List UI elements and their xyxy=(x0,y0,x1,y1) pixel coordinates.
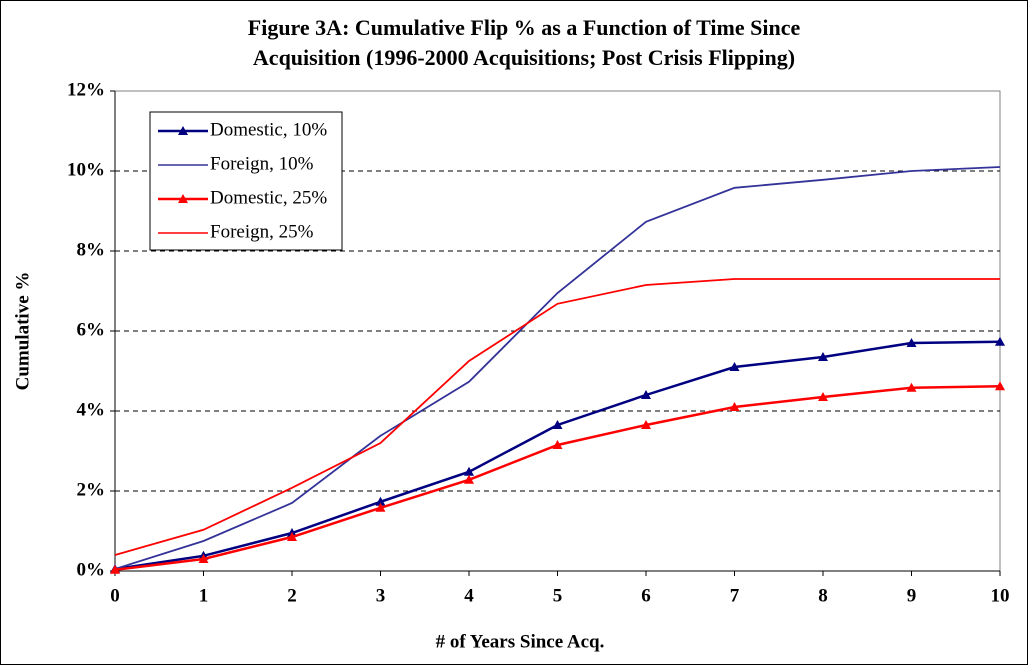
marker xyxy=(464,474,474,484)
marker xyxy=(729,362,740,371)
x-tick-label: 2 xyxy=(287,585,297,606)
x-tick-label: 8 xyxy=(818,585,828,606)
x-tick-label: 10 xyxy=(991,585,1010,606)
legend-marker xyxy=(178,194,188,203)
x-tick-label: 6 xyxy=(641,585,651,606)
marker xyxy=(818,392,828,401)
legend-label: Foreign, 10% xyxy=(210,153,314,174)
y-tick-label: 8% xyxy=(77,239,106,260)
marker xyxy=(906,338,917,347)
legend-label: Domestic, 25% xyxy=(210,187,327,208)
marker xyxy=(110,564,120,574)
marker xyxy=(552,420,563,429)
y-tick-label: 0% xyxy=(77,559,106,580)
y-tick-label: 4% xyxy=(77,399,106,420)
x-tick-label: 0 xyxy=(110,585,120,606)
chart-title: Figure 3A: Cumulative Flip % as a Functi… xyxy=(248,15,801,40)
y-tick-label: 2% xyxy=(77,479,106,500)
marker xyxy=(198,554,209,563)
marker xyxy=(464,466,474,476)
y-tick-label: 10% xyxy=(67,159,105,180)
marker xyxy=(995,336,1005,346)
series-line xyxy=(114,166,1001,570)
marker xyxy=(641,420,651,429)
x-tick-label: 1 xyxy=(199,585,209,606)
chart-title: Acquisition (1996-2000 Acquisitions; Pos… xyxy=(253,45,795,70)
series-line xyxy=(114,278,1000,556)
x-tick-label: 9 xyxy=(907,585,917,606)
x-tick-label: 5 xyxy=(553,585,563,606)
marker xyxy=(287,532,297,541)
marker xyxy=(906,382,917,392)
x-tick-label: 7 xyxy=(730,585,740,606)
y-tick-label: 12% xyxy=(67,79,105,100)
marker xyxy=(375,496,386,506)
marker xyxy=(375,502,386,512)
marker xyxy=(818,352,828,361)
legend-marker xyxy=(178,126,188,135)
y-tick-label: 6% xyxy=(77,319,106,340)
x-tick-label: 3 xyxy=(376,585,386,606)
legend-label: Foreign, 25% xyxy=(210,221,314,242)
marker xyxy=(641,390,651,399)
marker xyxy=(552,440,563,449)
marker xyxy=(995,381,1005,391)
legend-label: Domestic, 10% xyxy=(210,119,327,140)
x-tick-label: 4 xyxy=(464,585,474,606)
marker xyxy=(729,402,740,411)
y-axis-label: Cumulative % xyxy=(12,272,33,391)
x-axis-label: # of Years Since Acq. xyxy=(436,631,605,652)
